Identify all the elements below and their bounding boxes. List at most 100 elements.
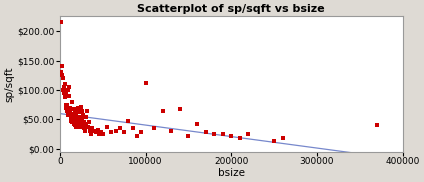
Point [75,115,82,118]
Point [63,103,70,106]
Point [81,125,88,128]
Point [78,119,85,122]
Point [78,115,85,118]
Point [108,131,114,134]
Point [74,109,81,112]
Point [67,106,74,109]
Point [67,109,73,112]
Point [138,131,145,134]
Point [61,83,68,86]
Point [69,100,75,103]
Point [79,109,86,112]
Point [77,111,84,114]
Title: Scatterplot of sp/sqft vs bsize: Scatterplot of sp/sqft vs bsize [137,4,325,14]
Point [80,113,87,116]
Point [117,127,123,130]
Point [58,74,65,77]
Point [78,121,84,124]
Y-axis label: sp/sqft: sp/sqft [4,66,14,102]
Point [74,115,81,118]
Point [121,131,128,134]
Point [62,92,69,94]
Point [98,131,104,134]
Point [67,115,74,118]
Point [61,96,68,98]
Point [69,121,75,124]
Point [86,130,93,133]
Point [65,86,72,88]
Point [86,121,92,124]
Point [74,118,81,121]
Point [211,133,218,136]
Point [112,130,119,133]
Point [80,127,87,130]
Point [75,121,82,124]
Point [73,112,80,115]
Point [65,89,72,92]
Point [91,130,98,133]
Point [72,124,79,127]
Point [87,133,94,136]
Point [77,123,84,126]
Point [65,94,72,97]
Point [80,125,86,128]
Point [69,112,76,115]
Point [73,111,80,114]
Point [125,119,132,122]
Point [80,124,86,127]
Point [70,115,77,118]
Point [75,106,81,109]
Point [79,123,86,126]
Point [64,103,70,106]
Point [134,134,140,137]
Point [245,133,252,136]
Point [62,89,69,92]
Point [61,92,67,94]
Point [99,133,106,136]
Point [70,119,77,122]
Point [73,125,79,128]
Point [73,123,80,126]
Point [78,105,85,108]
Point [79,118,86,121]
Point [76,119,83,122]
Point [96,133,103,136]
Point [76,125,83,128]
Point [60,86,67,88]
Point [92,131,99,134]
Point [81,127,87,130]
Point [73,125,79,128]
Point [60,77,67,80]
Point [75,115,81,118]
Point [129,127,136,130]
Point [374,124,380,127]
Point [83,123,90,126]
Point [228,134,234,137]
X-axis label: bsize: bsize [218,168,245,178]
Point [75,119,82,122]
Point [64,111,71,114]
Point [70,117,76,120]
Point [76,123,83,126]
Point [202,131,209,134]
Point [77,115,84,118]
Point [103,125,110,128]
Point [81,130,88,133]
Point [70,107,77,110]
Point [81,121,87,124]
Point [89,127,96,130]
Point [64,105,70,108]
Point [72,113,78,116]
Point [176,107,183,110]
Point [72,121,79,124]
Point [63,109,70,112]
Point [159,109,166,112]
Point [279,137,286,140]
Point [71,123,78,126]
Point [59,65,65,68]
Point [59,89,66,92]
Point [85,125,92,128]
Point [71,111,78,114]
Point [64,113,71,116]
Point [185,134,192,137]
